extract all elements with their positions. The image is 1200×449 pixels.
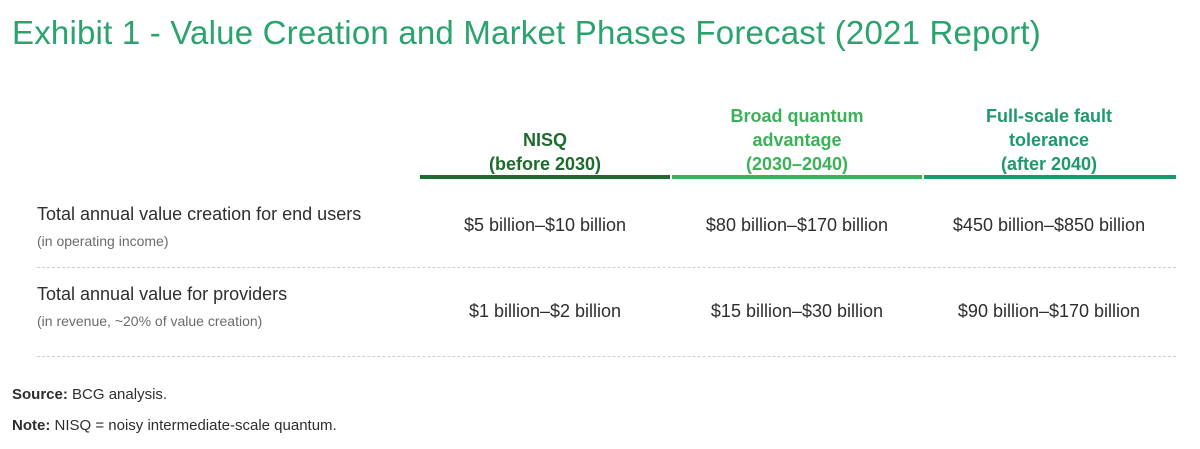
column-header-line: advantage xyxy=(752,130,842,150)
column-underline-fault xyxy=(924,175,1176,179)
column-header-line: NISQ xyxy=(522,130,567,150)
row-label-providers: Total annual value for providers xyxy=(37,284,288,304)
cell-providers-fault: $90 billion–$170 billion xyxy=(957,301,1141,321)
column-header-broad-quantum-advantage: Broad quantum advantage (2030–2040) xyxy=(672,92,922,176)
row-label-end-users: Total annual value creation for end user… xyxy=(37,204,362,224)
cell-end-users-fault: $450 billion–$850 billion xyxy=(952,215,1146,235)
column-header-line: Broad quantum xyxy=(730,106,864,126)
cell-providers-nisq: $1 billion–$2 billion xyxy=(468,301,622,321)
column-header-nisq: NISQ (before 2030) xyxy=(420,92,670,176)
cell-end-users-nisq: $5 billion–$10 billion xyxy=(463,215,627,235)
column-header-line: (2030–2040) xyxy=(745,154,849,174)
row-sublabel-end-users: (in operating income) xyxy=(37,233,169,249)
cell-end-users-broad: $80 billion–$170 billion xyxy=(705,215,889,235)
row-sublabel-providers: (in revenue, ~20% of value creation) xyxy=(37,313,263,329)
exhibit-title: Exhibit 1 - Value Creation and Market Ph… xyxy=(12,14,1041,51)
column-underline-broad xyxy=(672,175,922,179)
row-divider xyxy=(37,267,1176,268)
cell-providers-broad: $15 billion–$30 billion xyxy=(710,301,884,321)
note-label: Note: xyxy=(12,417,51,434)
source-label: Source: xyxy=(12,386,68,403)
column-underline-nisq xyxy=(420,175,670,179)
source-text: BCG analysis. xyxy=(72,386,168,403)
note-text: NISQ = noisy intermediate-scale quantum. xyxy=(54,417,337,434)
column-header-line: tolerance xyxy=(1008,130,1090,150)
source-line: Source: BCG analysis. xyxy=(12,386,167,403)
row-divider xyxy=(37,356,1176,357)
note-line: Note: NISQ = noisy intermediate-scale qu… xyxy=(12,417,337,434)
column-header-line: Full-scale fault xyxy=(985,106,1113,126)
column-header-line: (after 2040) xyxy=(1000,154,1098,174)
column-header-line: (before 2030) xyxy=(488,154,602,174)
column-header-full-scale-fault-tolerance: Full-scale fault tolerance (after 2040) xyxy=(924,92,1174,176)
